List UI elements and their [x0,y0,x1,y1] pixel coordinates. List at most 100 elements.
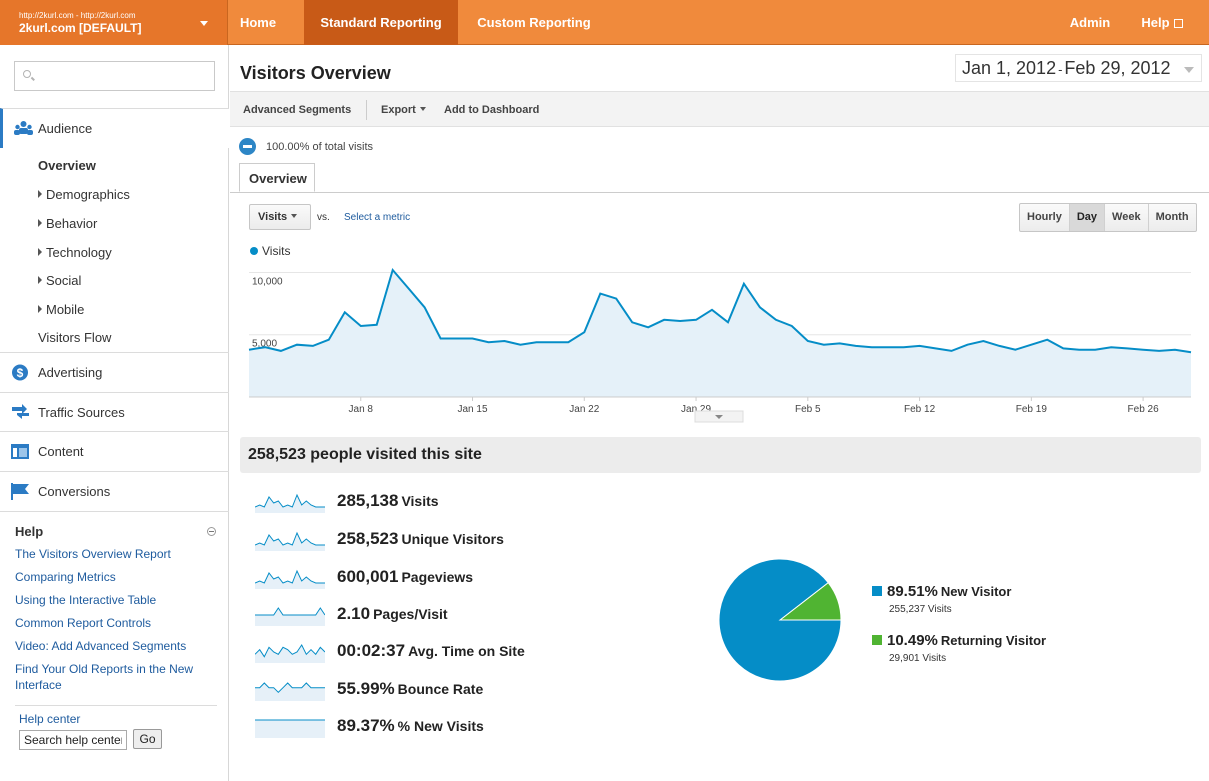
date-range-picker[interactable]: Jan 1, 2012- Feb 29, 2012 [955,54,1202,82]
series-line [248,267,1192,354]
help-search-input[interactable] [19,730,127,750]
sidebar-item-visitors-flow[interactable]: Visitors Flow [38,330,112,345]
metric-select-label: Visits [258,211,288,223]
sidebar-section-audience[interactable]: Audience [0,108,229,148]
legend-visits: 255,237 Visits [889,604,952,615]
visits-chart: Visits 10,000 5,000 Jan 8 Jan 15 Jan 22 Jan 29… [248,244,1192,423]
sparkline [255,607,325,626]
help-link[interactable]: Using the Interactive Table [15,593,157,607]
vs-label: vs. [317,212,330,223]
metric-number: 285,138 [337,491,399,510]
sidebar-item-label: Mobile [46,302,85,317]
go-button[interactable]: Go [133,729,162,749]
nav-admin[interactable]: Admin [1069,15,1111,30]
legend-pct: 10.49% [887,632,938,649]
sparkline-area [255,683,325,701]
nav-custom-reporting[interactable]: Custom Reporting [477,15,591,30]
nav-help-label: Help [1141,15,1170,30]
audience-icon [14,121,33,135]
sidebar-item-behavior[interactable]: Behavior [38,216,97,231]
help-link[interactable]: Video: Add Advanced Segments [15,639,187,653]
sparkline-area [255,720,325,738]
nav-help[interactable]: Help [1120,0,1204,45]
sidebar-section-label: Audience [38,121,93,136]
sidebar-item-technology[interactable]: Technology [38,245,112,260]
sidebar-search[interactable] [14,61,215,91]
legend-visits: 29,901 Visits [889,653,947,664]
select-metric-link[interactable]: Select a metric [344,212,411,223]
x-tick-label: Feb 5 [795,404,821,415]
metric-number: 2.10 [337,604,371,623]
flag-icon [11,483,29,500]
sparkline-area [255,645,325,663]
tab-overview[interactable]: Overview [239,163,315,192]
search-icon [23,70,31,78]
chart-collapse-handle[interactable] [694,410,744,423]
help-link[interactable]: Find Your Old Reports in the New Interfa… [15,662,194,692]
metric-number: 55.99% [337,679,395,698]
legend-label: Visits [262,244,290,258]
sidebar-item-label: Demographics [46,187,130,202]
sidebar-item-mobile[interactable]: Mobile [38,302,84,317]
legend-returning-visitor: 10.49% Returning Visitor 29,901 Visits [872,632,1046,664]
sidebar-section-label: Traffic Sources [38,405,125,420]
caret-right-icon [38,305,42,313]
sparkline [255,682,325,701]
sparkline-line [255,644,325,658]
sparkline-area [255,608,325,626]
metric-select[interactable]: Visits [249,204,311,230]
search-input[interactable] [39,66,209,86]
sidebar-section-content[interactable]: Content [0,431,229,471]
nav-standard-reporting[interactable]: Standard Reporting [304,0,458,45]
sidebar-section-advertising[interactable]: $ Advertising [0,352,229,392]
external-link-icon [1173,19,1183,28]
help-link[interactable]: The Visitors Overview Report [15,547,171,561]
sidebar-section-label: Conversions [38,484,111,499]
add-to-dashboard-button[interactable]: Add to Dashboard [444,104,540,116]
segment-toggle-icon[interactable] [239,138,256,155]
divider [15,705,217,706]
account-selector[interactable]: http://2kurl.com - http://2kurl.com 2kur… [0,0,228,45]
series-area [249,270,1191,397]
sparkline [255,644,325,663]
help-link[interactable]: Common Report Controls [15,616,152,630]
account-url: http://2kurl.com - http://2kurl.com [19,11,136,20]
metric-number: 600,001 [337,567,399,586]
dollar-icon: $ [12,364,28,381]
sparkline-line [255,682,325,694]
sidebar-item-label: Behavior [46,216,98,231]
sidebar-section-conversions[interactable]: Conversions [0,471,229,511]
legend-dot [250,247,258,255]
help-link[interactable]: Comparing Metrics [15,570,116,584]
x-tick-label: Jan 29 [681,404,711,415]
granularity-month[interactable]: Month [1155,211,1189,223]
legend-swatch [872,635,882,645]
nav-home[interactable]: Home [239,15,277,30]
date-end: Feb 29, 2012 [1064,58,1171,78]
sidebar-item-overview[interactable]: Overview [38,158,96,173]
divider [0,511,229,512]
top-navigation-bar: http://2kurl.com - http://2kurl.com 2kur… [0,0,1209,45]
advanced-segments-button[interactable]: Advanced Segments [243,104,352,116]
collapse-icon[interactable] [207,527,216,536]
sidebar-section-traffic-sources[interactable]: Traffic Sources [0,392,229,432]
granularity-buttons: Hourly Day Week Month [1019,203,1197,232]
sparkline-area [255,495,325,513]
metric-number: 89.37% [337,716,395,735]
traffic-arrows-icon [12,404,29,419]
export-button[interactable]: Export [381,104,426,116]
help-center-label[interactable]: Help center [19,712,81,726]
metric-value: 00:02:37 Avg. Time on Site [337,641,525,661]
x-tick-label: Jan 15 [458,404,488,415]
granularity-day[interactable]: Day [1069,204,1106,231]
sparkline [255,531,325,551]
sidebar-item-social[interactable]: Social [38,273,81,288]
granularity-hourly[interactable]: Hourly [1020,204,1070,231]
sparkline-area [255,571,325,589]
sidebar-item-label: Technology [46,245,112,260]
granularity-week[interactable]: Week [1105,204,1149,231]
segment-label: 100.00% of total visits [266,141,374,153]
sidebar-item-demographics[interactable]: Demographics [38,187,130,202]
sidebar-item-label: Social [46,273,82,288]
metric-label: Visits [401,493,439,509]
